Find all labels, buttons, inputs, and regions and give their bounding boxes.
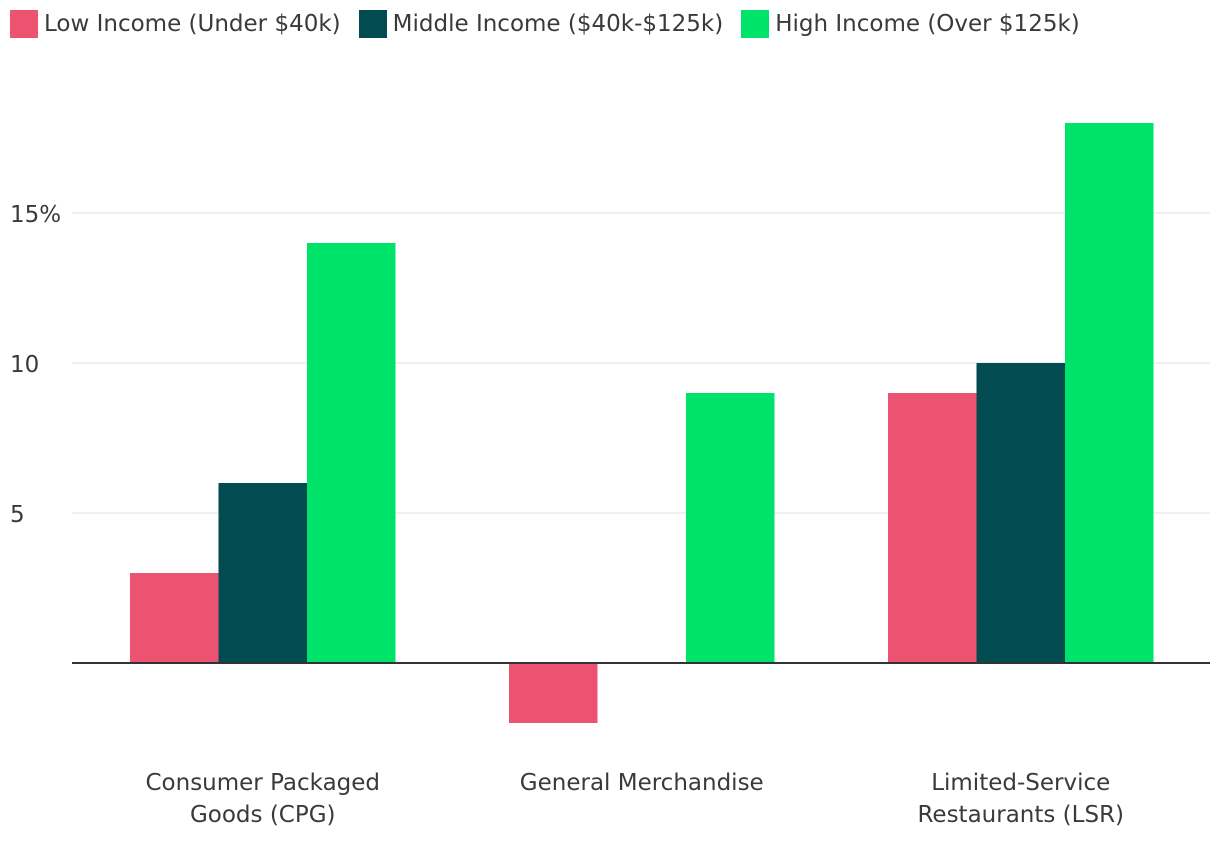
y-tick-label: 5 [10, 502, 25, 528]
legend-label: Middle Income ($40k-$125k) [392, 11, 724, 37]
x-category-label: Goods (CPG) [190, 802, 336, 828]
legend-label: High Income (Over $125k) [775, 11, 1080, 37]
bar [218, 483, 307, 663]
legend-swatch [10, 10, 38, 38]
bar [686, 393, 775, 663]
legend-item: High Income (Over $125k) [741, 10, 1080, 38]
bar [130, 573, 219, 663]
bar [509, 663, 598, 723]
bar [976, 363, 1065, 663]
x-category-label: Restaurants (LSR) [917, 802, 1124, 828]
legend-item: Middle Income ($40k-$125k) [358, 10, 724, 38]
x-category-label: Limited-Service [931, 770, 1110, 796]
y-tick-label: 15% [10, 202, 61, 228]
x-category-label: General Merchandise [520, 770, 764, 796]
bar [1065, 123, 1154, 663]
legend-swatch [358, 10, 387, 38]
legend-swatch [741, 10, 770, 38]
x-category-label: Consumer Packaged [145, 770, 380, 796]
bar [307, 243, 396, 663]
legend-label: Low Income (Under $40k) [44, 11, 341, 37]
legend-item: Low Income (Under $40k) [10, 10, 341, 38]
bar [888, 393, 977, 663]
legend: Low Income (Under $40k) Middle Income ($4… [10, 10, 1080, 38]
y-tick-label: 10 [10, 352, 39, 378]
